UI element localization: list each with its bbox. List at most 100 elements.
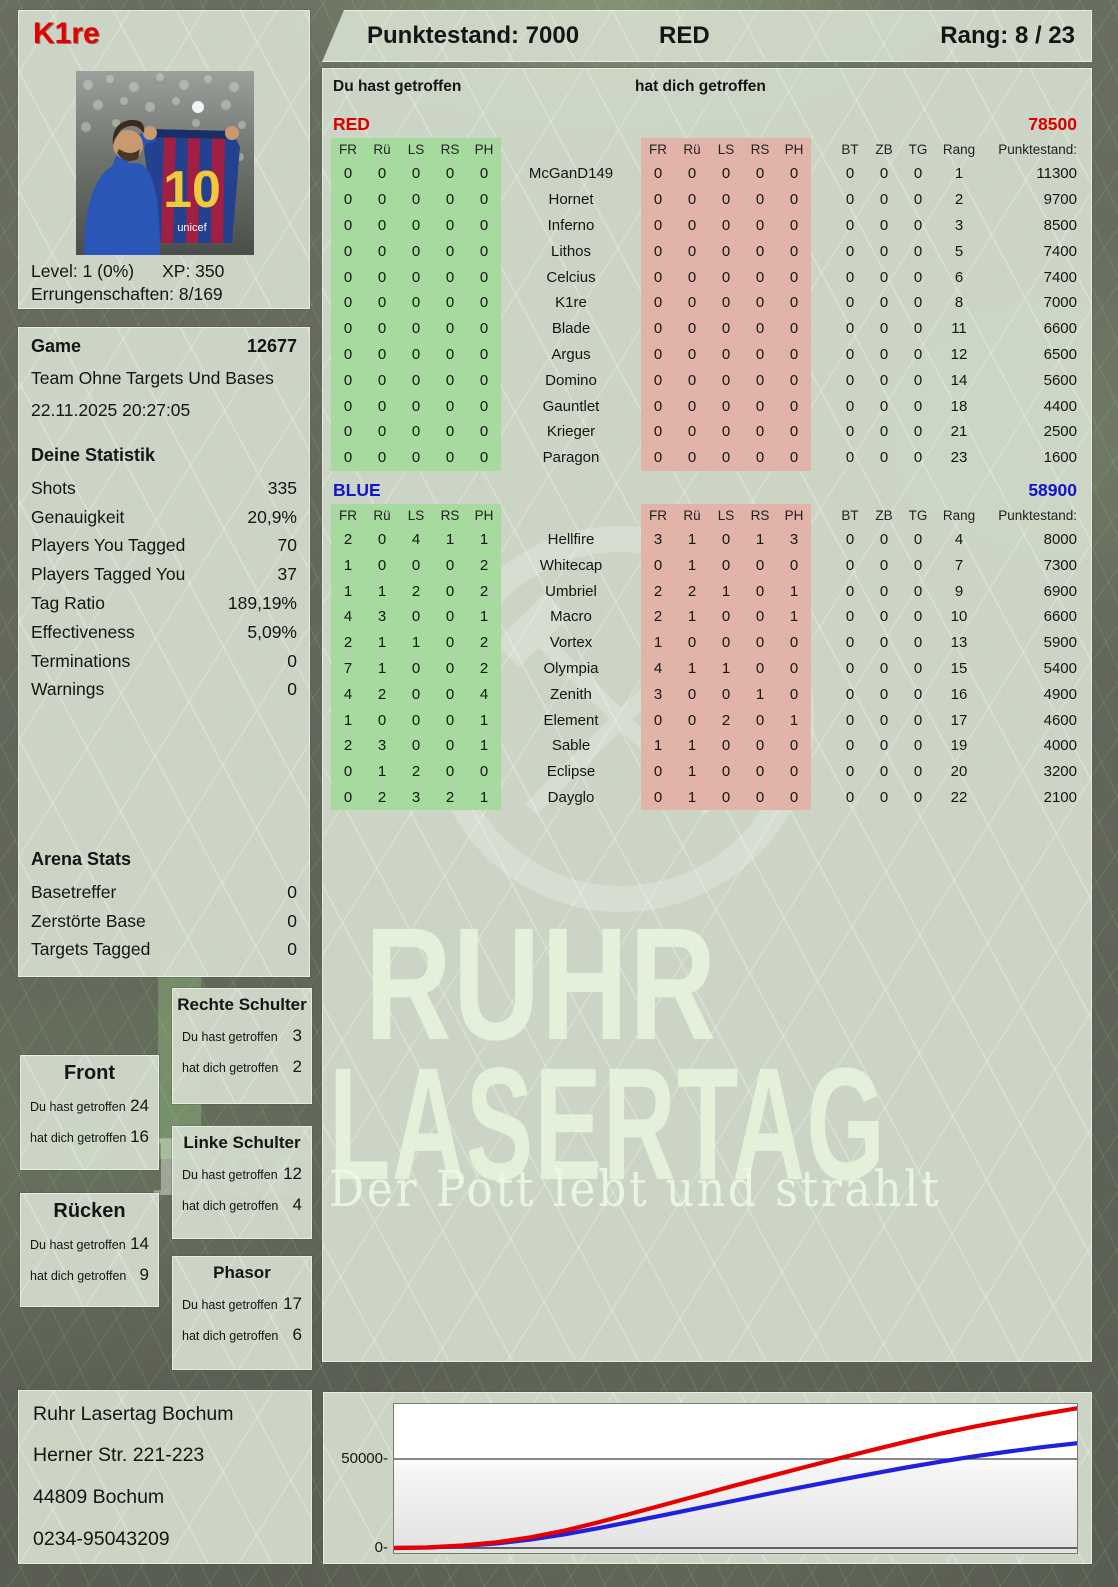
value-cell: 1: [467, 603, 501, 630]
value-cell: 1: [331, 707, 365, 733]
value-cell: 13: [950, 634, 968, 652]
hit-you-label: hat dich getroffen: [182, 1329, 279, 1343]
value-cell: 1: [675, 526, 709, 553]
value-cell: 2: [331, 526, 365, 553]
venue-street: Herner Str. 221-223: [33, 1444, 205, 1466]
game-mode: Team Ohne Targets Und Bases: [31, 368, 274, 388]
you-hit-label: Du hast getroffen: [30, 1100, 126, 1114]
value-cell: 0: [641, 758, 675, 785]
value-cell: 0: [709, 161, 743, 187]
value-cell: 1: [675, 655, 709, 682]
hit-you-value: 2: [292, 1057, 302, 1076]
value-cell: 0: [845, 191, 855, 209]
you-hit-label: Du hast getroffen: [182, 1030, 278, 1044]
column-header: TG: [908, 142, 928, 157]
team-name: BLUE: [333, 479, 381, 500]
value-cell: 0: [709, 315, 743, 342]
spacer: [811, 656, 833, 682]
game-title: Game: [31, 336, 82, 356]
value-cell: 0: [879, 423, 889, 441]
value-cell: 0: [879, 449, 889, 467]
hit-you-label: hat dich getroffen: [30, 1269, 127, 1283]
column-header: BT: [841, 507, 859, 523]
value-cell: 0: [365, 552, 399, 579]
value-cell: 0: [845, 685, 855, 703]
value-cell: 0: [467, 186, 501, 213]
value-cell: 1: [365, 629, 399, 656]
team-label: RED: [659, 22, 710, 49]
value-cell: 4: [641, 655, 675, 682]
value-cell: 0: [879, 294, 889, 312]
value-cell: 0: [879, 737, 889, 755]
value-cell: 0: [845, 737, 855, 755]
value-cell: 0: [743, 186, 777, 213]
value-cell: 3: [641, 681, 675, 708]
value-cell: 1: [399, 629, 433, 656]
y-axis-tick-50000: 50000-: [341, 1450, 388, 1467]
spacer: [811, 759, 833, 785]
value-cell: 0: [913, 165, 923, 183]
value-cell: 0: [433, 367, 467, 394]
player-name: K1re: [33, 17, 100, 50]
value-cell: 0: [365, 161, 399, 187]
value-cell: 6900: [1043, 582, 1077, 600]
value-cell: 9700: [1043, 191, 1077, 209]
value-cell: 7400: [1043, 242, 1077, 260]
value-cell: 0: [709, 341, 743, 368]
value-cell: 0: [399, 444, 433, 471]
value-cell: 0: [399, 289, 433, 316]
table-row: 4 2 0 0 4 Zenith 3 0 0 1 0 0 0 0 16 4900: [331, 681, 1083, 708]
value-cell: 4: [331, 681, 365, 708]
value-cell: 0: [845, 371, 855, 389]
value-cell: 0: [743, 289, 777, 316]
value-cell: 0: [913, 397, 923, 415]
spacer: [811, 681, 833, 707]
value-cell: 0: [433, 578, 467, 604]
hit-you-value: 16: [130, 1127, 149, 1146]
value-cell: 0: [399, 681, 433, 708]
value-cell: 0: [331, 393, 365, 419]
value-cell: 0: [743, 393, 777, 419]
stat-value: 335: [267, 477, 297, 498]
spacer: [811, 604, 833, 630]
stat-label: Genauigkeit: [31, 506, 125, 527]
game-header: Game 12677: [31, 336, 297, 357]
venue-phone: 0234-95043209: [33, 1528, 170, 1550]
value-cell: 0: [433, 681, 467, 708]
stat-label: Basetreffer: [31, 881, 117, 902]
value-cell: 0: [433, 186, 467, 213]
value-cell: 0: [641, 367, 675, 394]
score-chart-plot: [393, 1403, 1078, 1554]
value-cell: 2: [331, 732, 365, 759]
value-cell: 20: [950, 763, 968, 781]
player-name-cell: Element: [543, 711, 599, 729]
value-cell: 0: [879, 268, 889, 286]
value-cell: 4: [399, 526, 433, 553]
stat-row: Effectiveness 5,09%: [19, 618, 309, 647]
player-name-cell: Macro: [550, 608, 592, 626]
value-cell: 8000: [1043, 530, 1077, 548]
column-header: TG: [908, 507, 928, 523]
value-cell: 0: [675, 629, 709, 656]
value-cell: 0: [331, 315, 365, 342]
you-hit-value: 3: [292, 1026, 302, 1045]
table-row: 0 1 2 0 0 Eclipse 0 1 0 0 0 0 0 0 20 3200: [331, 758, 1083, 785]
table-row: 2 0 4 1 1 Hellfire 3 1 0 1 3 0 0 0 4 8000: [331, 526, 1083, 553]
you-hit-value: 17: [283, 1294, 302, 1313]
stats-list: Shots 335 Genauigkeit 20,9% Players You Tagg…: [19, 474, 309, 704]
value-cell: 0: [777, 186, 811, 213]
stat-label: Players Tagged You: [31, 564, 186, 585]
shirt-graphic: 10 unicef: [144, 129, 240, 243]
stat-label: Targets Tagged: [31, 939, 151, 960]
stat-value: 0: [287, 939, 297, 960]
spacer: [811, 630, 833, 656]
top-score-bar: Punktestand: 7000 RED Rang: 8 / 23: [322, 10, 1092, 62]
value-cell: 0: [399, 238, 433, 265]
value-cell: 0: [879, 556, 889, 574]
value-cell: 0: [709, 603, 743, 630]
table-row: 1 0 0 0 2 Whitecap 0 1 0 0 0 0 0 0 7 7300: [331, 552, 1083, 579]
value-cell: 0: [433, 552, 467, 579]
value-cell: 19: [950, 737, 968, 755]
value-cell: 0: [743, 315, 777, 342]
value-cell: 0: [433, 629, 467, 656]
